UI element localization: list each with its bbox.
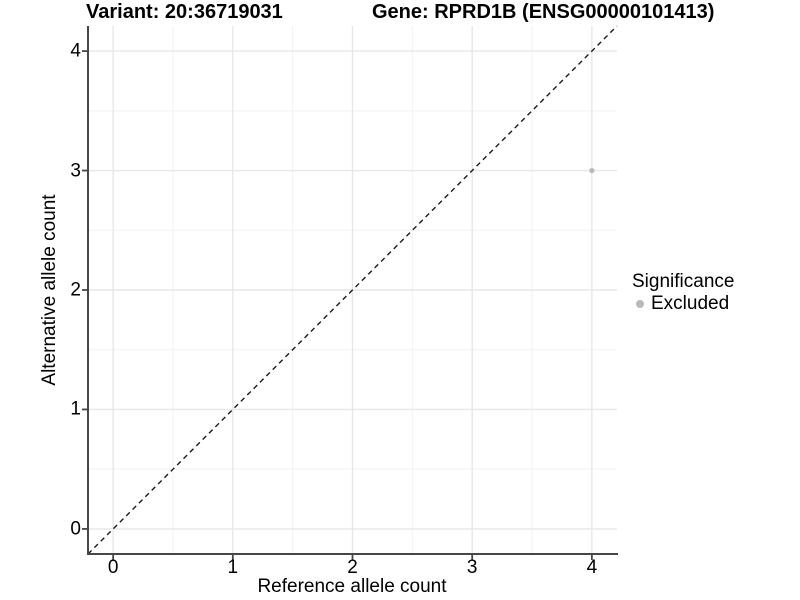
gene-title: Gene: RPRD1B (ENSG00000101413) [372, 1, 715, 23]
y-tick-label: 2 [70, 279, 81, 301]
x-tick-label: 3 [466, 557, 478, 578]
x-tick-label: 2 [347, 557, 358, 578]
y-axis-title: Alternative allele count [39, 194, 60, 386]
y-tick-label: 0 [70, 518, 81, 540]
x-tick-label: 1 [227, 557, 239, 578]
x-tick-label: 4 [586, 557, 598, 578]
variant-title: Variant: 20:36719031 [86, 1, 283, 23]
identity-dashed-line [87, 25, 618, 555]
legend-title: Significance [632, 271, 735, 292]
x-tick-label: 0 [107, 557, 119, 578]
legend-item-excluded: Excluded [632, 293, 734, 315]
legend: Significance Excluded [632, 270, 734, 315]
legend-item-label: Excluded [651, 293, 730, 314]
legend-point-icon [636, 300, 644, 308]
y-tick-label: 3 [70, 160, 81, 182]
y-tick-label: 4 [70, 40, 81, 62]
x-axis-title: Reference allele count [257, 576, 447, 597]
y-tick-label: 1 [70, 398, 81, 420]
data-point [589, 167, 595, 174]
